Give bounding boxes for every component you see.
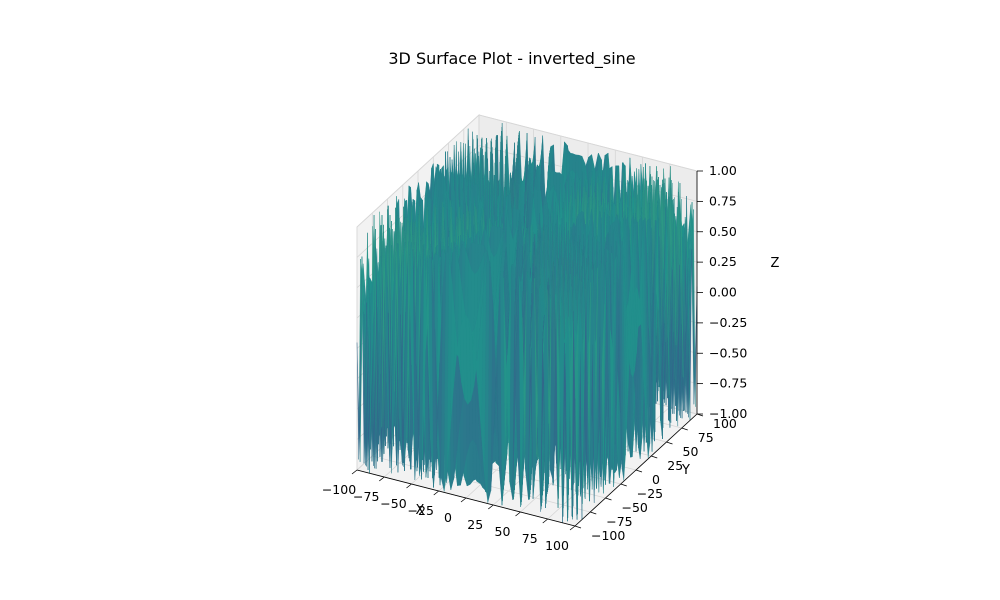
z-tick-label: −0.50 xyxy=(709,345,747,360)
x-tick-mark xyxy=(515,511,521,517)
z-tick-label: 1.00 xyxy=(709,163,737,178)
x-tick-mark xyxy=(542,518,548,524)
y-axis-label: Y xyxy=(681,463,690,478)
y-tick-mark xyxy=(590,511,597,515)
y-tick-mark xyxy=(620,483,627,487)
y-tick-label: −25 xyxy=(637,486,663,501)
x-axis-label: X xyxy=(416,503,425,518)
x-tick-label: 0 xyxy=(444,510,452,525)
x-tick-label: 50 xyxy=(495,524,511,539)
surface-mesh xyxy=(356,123,698,523)
y-tick-label: 100 xyxy=(713,416,737,431)
y-tick-label: 25 xyxy=(667,458,683,473)
x-tick-label: −25 xyxy=(408,503,434,518)
z-tick-label: −0.75 xyxy=(709,376,747,391)
x-tick-label: −50 xyxy=(380,496,406,511)
x-tick-mark xyxy=(351,469,358,475)
y-tick-mark xyxy=(651,455,658,459)
y-tick-mark xyxy=(681,427,688,431)
z-grid-line xyxy=(356,114,698,228)
axes: −100−75 −50 −25 0 25 50 75 100−100−75−50−250255… xyxy=(322,163,748,553)
y-tick-label: 0 xyxy=(652,472,660,487)
z-tick-label: −1.00 xyxy=(709,406,747,421)
y-tick-label: −50 xyxy=(622,500,648,515)
y-tick-label: −100 xyxy=(591,528,625,543)
y-tick-label: 75 xyxy=(698,430,714,445)
z-axis-label: Z xyxy=(771,256,780,271)
x-tick-mark xyxy=(433,490,439,496)
x-tick-mark xyxy=(379,476,385,482)
x-tick-label: 25 xyxy=(467,517,483,532)
x-tick-label: −75 xyxy=(353,489,379,504)
y-tick-label: 50 xyxy=(683,444,699,459)
x-tick-mark xyxy=(406,483,412,489)
y-tick-mark xyxy=(635,469,643,473)
z-tick-label: 0.25 xyxy=(709,254,737,269)
z-tick-label: 0.50 xyxy=(709,224,737,239)
x-tick-mark xyxy=(569,525,576,531)
surface-cell xyxy=(571,310,577,517)
y-tick-mark xyxy=(574,525,582,529)
x-tick-label: 75 xyxy=(522,531,538,546)
z-tick-label: 0.00 xyxy=(709,285,737,300)
x-tick-mark xyxy=(460,497,467,503)
x-tick-mark xyxy=(488,504,494,510)
chart-title: 3D Surface Plot - inverted_sine xyxy=(388,49,635,69)
y-tick-mark xyxy=(605,497,612,501)
x-tick-label: −100 xyxy=(322,482,356,497)
z-tick-label: −0.25 xyxy=(709,315,747,330)
x-tick-label: 100 xyxy=(545,538,569,553)
y-tick-mark xyxy=(666,441,673,445)
y-tick-label: −75 xyxy=(606,514,632,529)
z-tick-label: 0.75 xyxy=(709,193,737,208)
